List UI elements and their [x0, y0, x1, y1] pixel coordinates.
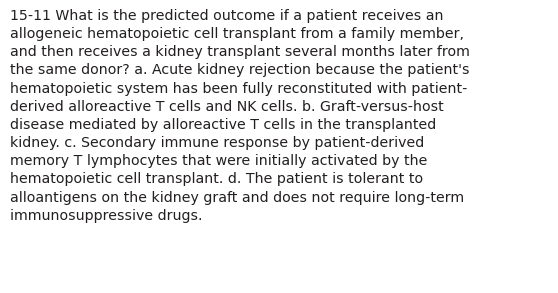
Text: 15-11 What is the predicted outcome if a patient receives an
allogeneic hematopo: 15-11 What is the predicted outcome if a…: [10, 9, 470, 223]
